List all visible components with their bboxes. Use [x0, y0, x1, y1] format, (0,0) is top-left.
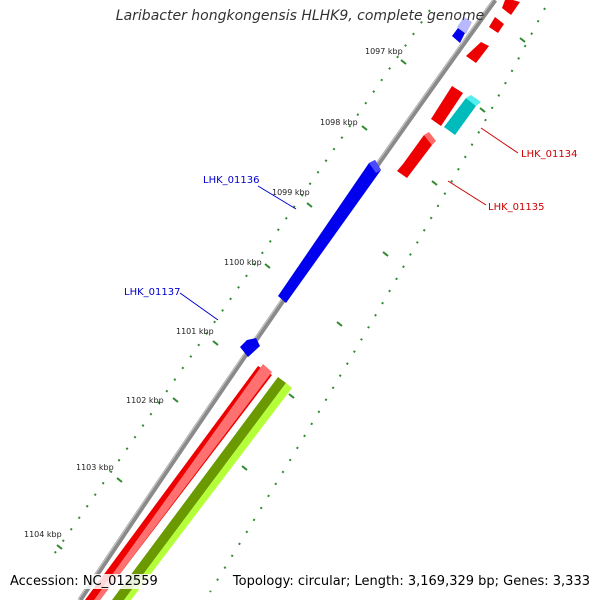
gene-label-lhk01135[interactable]: LHK_01135	[488, 202, 544, 213]
gene-label-lhk01137[interactable]: LHK_01137	[124, 287, 180, 298]
tick-label-1098: 1098 kbp	[320, 118, 358, 127]
genome-summary-text: Topology: circular; Length: 3,169,329 bp…	[230, 574, 592, 589]
tick-label-1100: 1100 kbp	[224, 258, 262, 267]
inner-tick-ring	[49, 9, 431, 561]
map-title: Laribacter hongkongensis HLHK9, complete…	[115, 8, 485, 24]
tick-marks	[56, 37, 526, 550]
gene-arrow-lhk01137	[240, 338, 260, 357]
gene-label-lhk01134[interactable]: LHK_01134	[521, 149, 577, 160]
lower-feature-bands	[85, 364, 292, 600]
gene-label-lhk01136[interactable]: LHK_01136	[203, 175, 259, 186]
gene-arrow-lhk01134	[444, 98, 476, 135]
forward-strand-genes	[397, 0, 520, 178]
gene-arrow-lhk01136	[278, 160, 381, 303]
tick-label-1099: 1099 kbp	[272, 188, 310, 197]
tick-label-1102: 1102 kbp	[126, 396, 164, 405]
tick-label-1101: 1101 kbp	[176, 327, 214, 336]
accession-text: Accession: NC_012559	[8, 574, 160, 589]
tick-label-1104: 1104 kbp	[24, 530, 62, 539]
gene-arrow-lhk01135	[397, 135, 432, 178]
tick-label-1103: 1103 kbp	[76, 463, 114, 472]
reverse-strand-genes	[240, 17, 472, 357]
tick-label-1097: 1097 kbp	[365, 47, 403, 56]
outer-tick-ring	[209, 7, 546, 593]
